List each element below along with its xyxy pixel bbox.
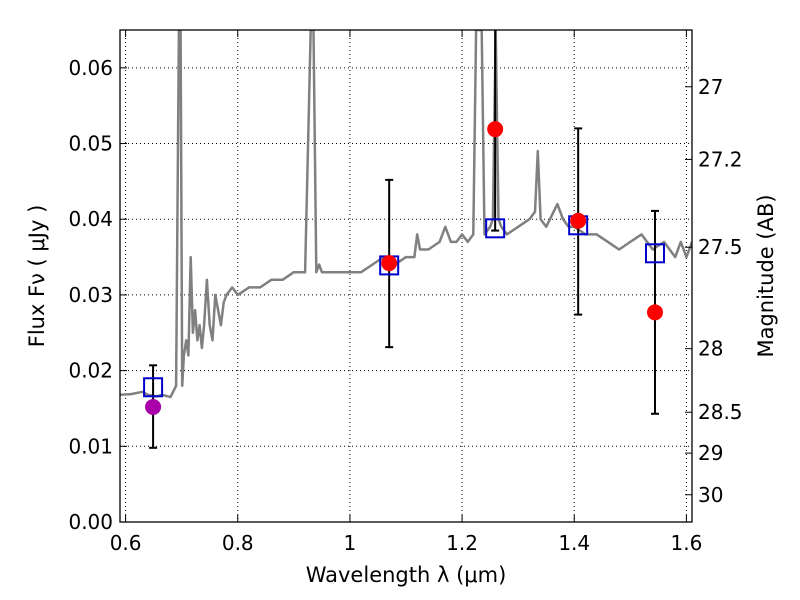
y2-tick-label: 27 [698, 75, 723, 99]
grid-layer [120, 30, 692, 523]
x-tick-label: 0.8 [222, 531, 254, 555]
observed-flux-marker [487, 121, 504, 138]
y-tick-label: 0.03 [68, 283, 113, 307]
model-square-marker [644, 243, 665, 264]
y-tick-label: 0.06 [68, 56, 113, 80]
observed-flux-marker [381, 255, 398, 272]
x-tick-label: 1 [344, 531, 357, 555]
observed-flux-marker [570, 212, 587, 229]
x-tick-label: 1.6 [670, 531, 702, 555]
plot-frame [119, 29, 693, 523]
y2-tick-label: 30 [698, 483, 723, 507]
observed-flux-marker [145, 398, 162, 415]
x-axis-label: Wavelength λ (μm) [306, 563, 507, 587]
errorbar-layer [149, 30, 659, 449]
y2-tick-label: 29 [698, 441, 723, 465]
y-tick-label: 0.05 [68, 132, 113, 156]
marker-layer [143, 121, 665, 415]
y2-tick-label: 28 [698, 337, 723, 361]
y-tick-label: 0.00 [68, 510, 113, 534]
model-square-marker [143, 377, 164, 398]
y2-tick-label: 28.5 [698, 400, 743, 424]
y-tick-label: 0.04 [68, 207, 113, 231]
y2-axis-label: Magnitude (AB) [754, 194, 778, 357]
observed-flux-marker [646, 304, 663, 321]
y-tick-label: 0.01 [68, 434, 113, 458]
x-tick-label: 0.6 [110, 531, 142, 555]
y2-tick-label: 27.5 [698, 235, 743, 259]
y-tick-label: 0.02 [68, 359, 113, 383]
y-axis-label: Flux Fν ( μJy ) [25, 205, 49, 348]
spectrum-line [120, 30, 692, 399]
x-tick-label: 1.2 [446, 531, 478, 555]
spectrum-layer [120, 30, 692, 399]
tick-layer: 0.6 0.8 1 1.2 1.4 1.6 0.00 0.01 0.02 0.03 0.04 0.05… [68, 30, 743, 555]
x-tick-label: 1.4 [558, 531, 590, 555]
model-square-marker [485, 218, 506, 239]
y2-tick-label: 27.2 [698, 147, 743, 171]
